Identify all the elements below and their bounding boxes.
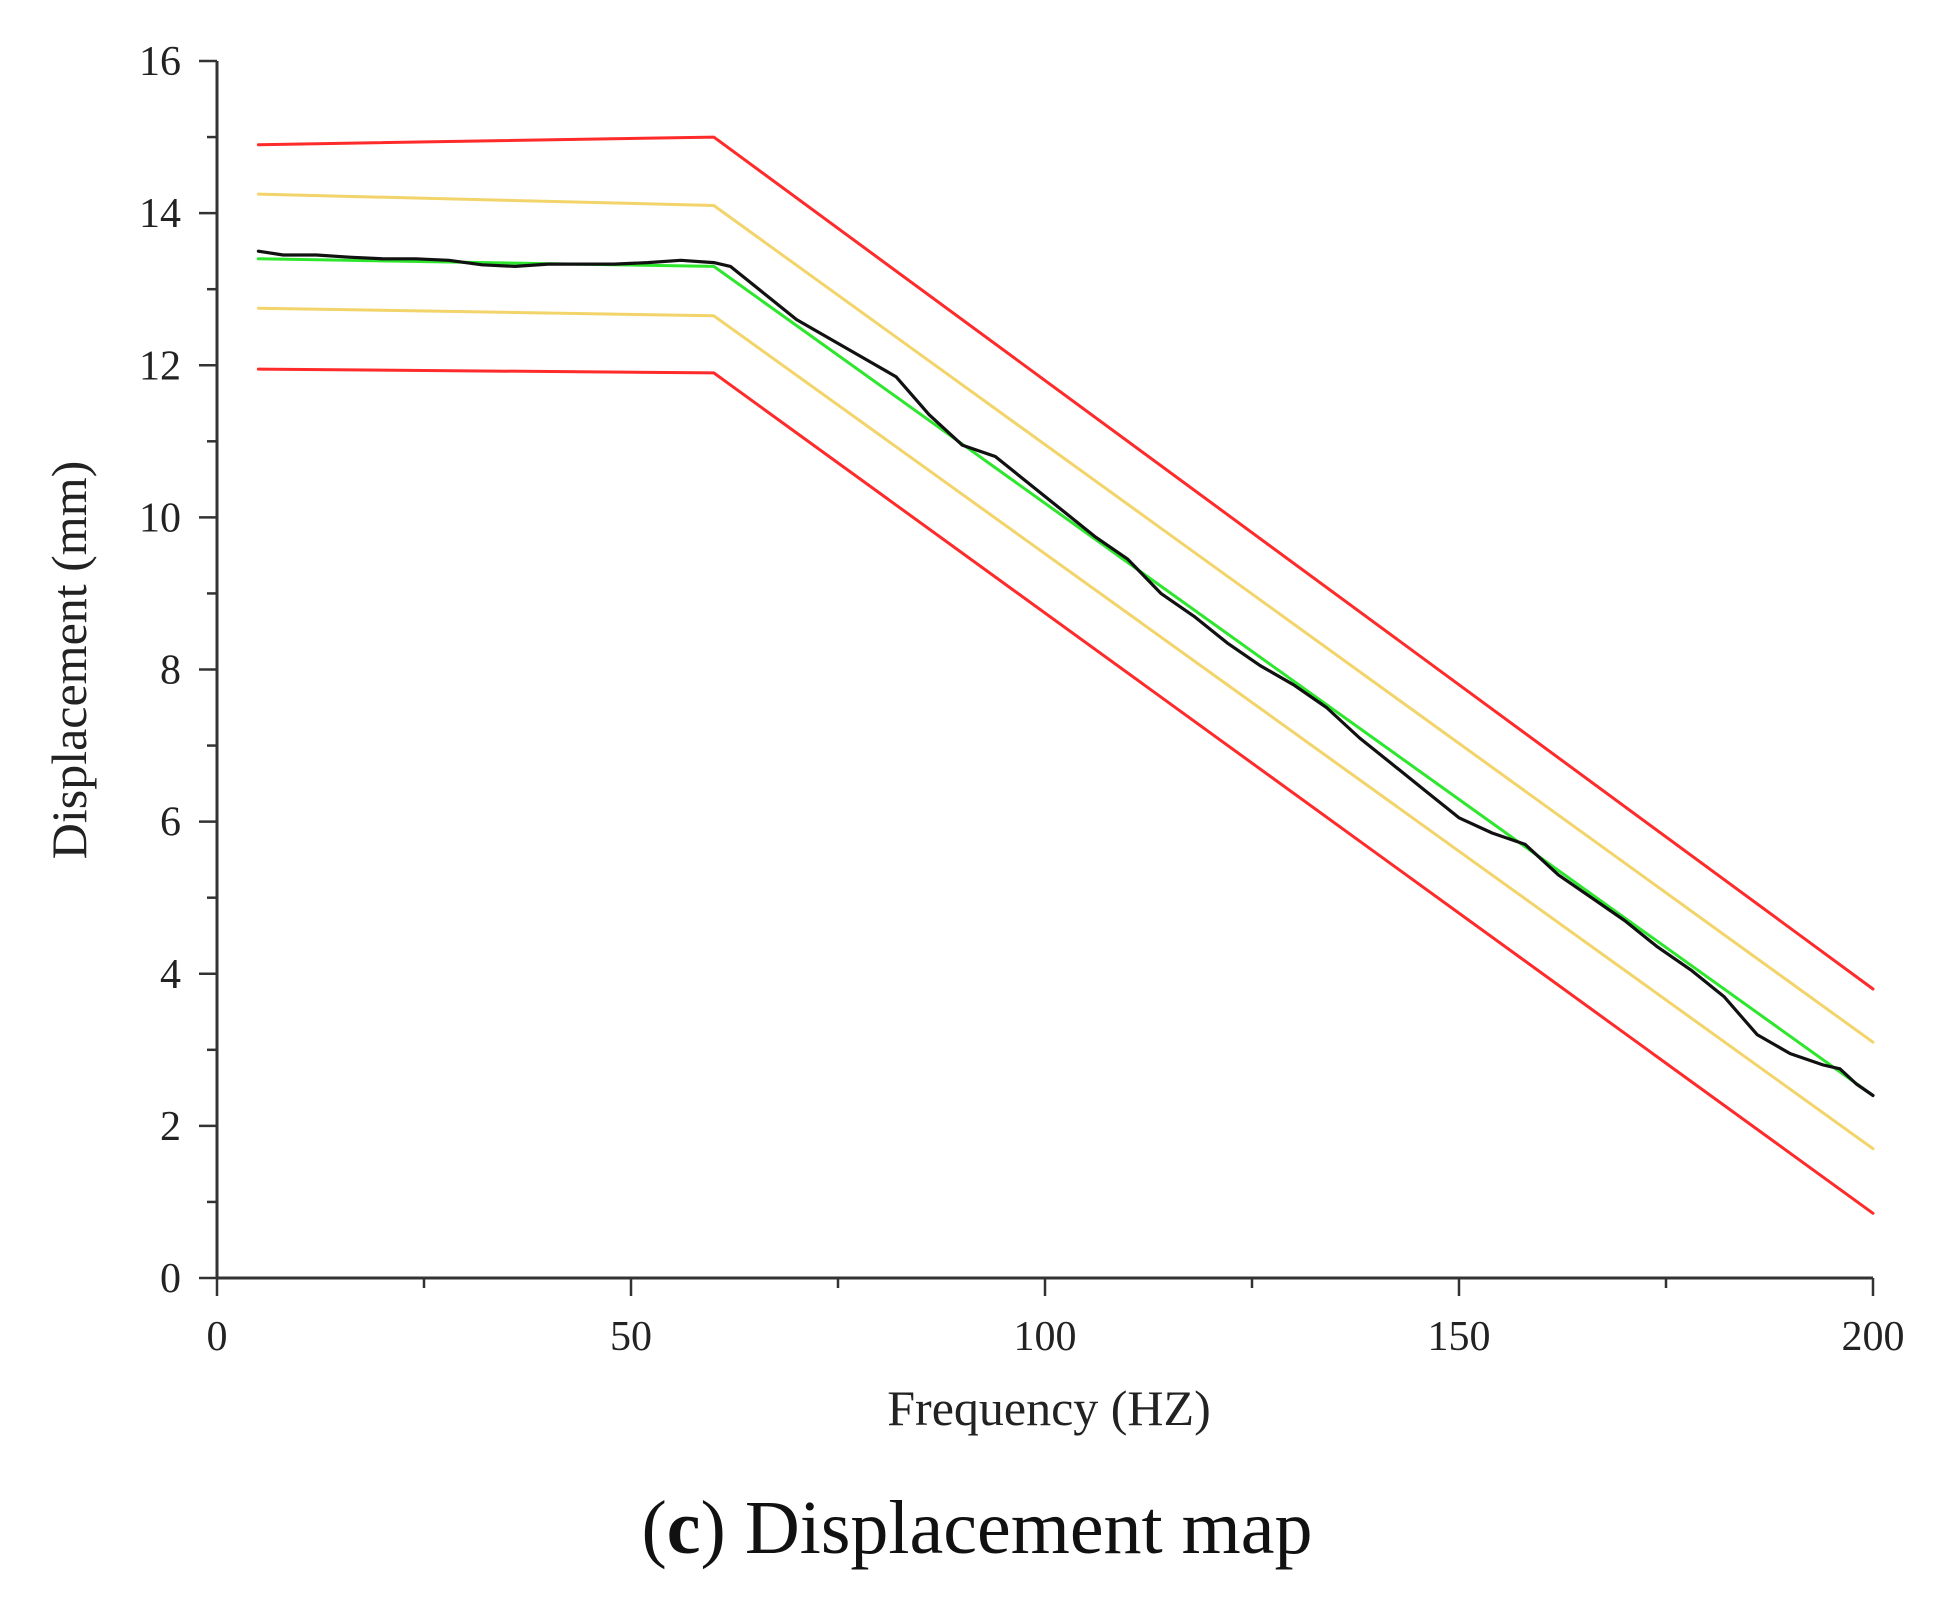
x-tick-label: 150 (1428, 1314, 1491, 1360)
y-tick-label: 12 (139, 343, 181, 389)
series-line-1 (256, 135, 1875, 991)
y-axis-title: Displacement (mm) (41, 461, 97, 860)
y-tick-label: 8 (160, 648, 181, 694)
y-tick-label: 14 (139, 191, 181, 237)
x-tick-label: 50 (610, 1314, 652, 1360)
series-line-3 (256, 257, 1875, 1097)
y-tick-label: 16 (139, 39, 181, 85)
y-tick-label: 4 (160, 952, 181, 998)
series-group (256, 135, 1875, 1215)
x-axis-title: Frequency (HZ) (887, 1380, 1211, 1436)
caption-letter: c (666, 1486, 701, 1570)
series-line-6 (256, 249, 1875, 1098)
x-tick-label: 100 (1014, 1314, 1077, 1360)
series-line-2 (256, 192, 1875, 1044)
y-tick-label: 0 (160, 1256, 181, 1302)
series-line-5 (256, 367, 1875, 1215)
figure-caption: (c) Displacement map (0, 1485, 1954, 1572)
tick-labels: 0 50 100 150 200 0 2 4 6 8 10 12 14 16 (139, 39, 1905, 1360)
caption-prefix: ( (641, 1486, 667, 1570)
x-tick-label: 200 (1842, 1314, 1905, 1360)
caption-text: ) Displacement map (700, 1486, 1313, 1570)
series-line-4 (256, 306, 1875, 1151)
y-tick-label: 2 (160, 1104, 181, 1150)
x-tick-label: 0 (207, 1314, 228, 1360)
axes (199, 59, 1875, 1296)
y-tick-label: 10 (139, 495, 181, 541)
y-tick-label: 6 (160, 800, 181, 846)
